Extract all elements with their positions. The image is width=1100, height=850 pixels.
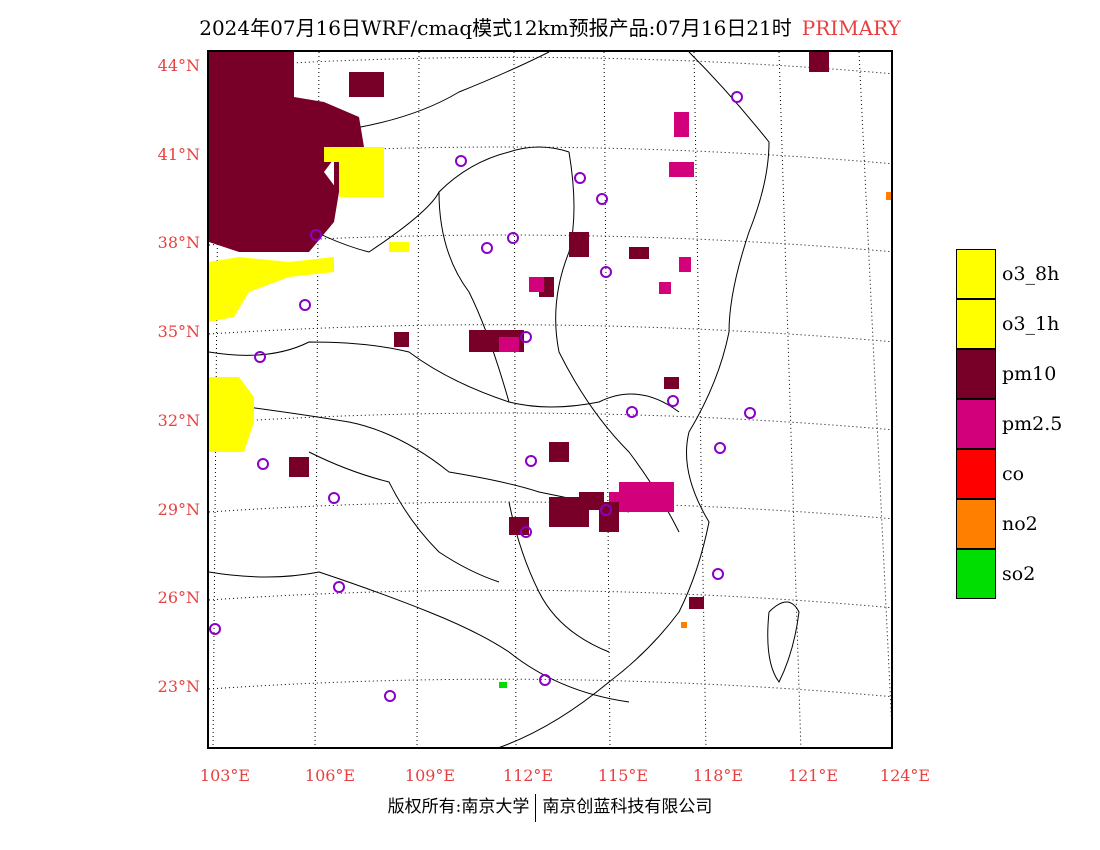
copyright-footer: 版权所有:南京大学 南京创蓝科技有限公司 — [0, 792, 1100, 822]
legend-swatch — [956, 549, 996, 599]
so2-point — [499, 682, 507, 688]
legend-label: no2 — [1002, 513, 1038, 535]
legend-label: o3_8h — [1002, 263, 1060, 285]
footer-divider — [535, 793, 537, 822]
lon-label: 118°E — [692, 766, 744, 785]
lat-label: 44°N — [157, 56, 200, 75]
legend-swatch — [956, 399, 996, 449]
legend-label: pm10 — [1002, 363, 1057, 385]
lon-label: 103°E — [199, 766, 251, 785]
lat-label: 35°N — [157, 322, 200, 341]
lon-label: 121°E — [787, 766, 839, 785]
footer-left: 版权所有:南京大学 — [387, 797, 530, 817]
lon-label: 112°E — [502, 766, 554, 785]
lat-label: 29°N — [157, 500, 200, 519]
title-tag: PRIMARY — [801, 16, 901, 40]
lon-label: 109°E — [404, 766, 456, 785]
title-main: 2024年07月16日WRF/cmaq模式12km预报产品:07月16日21时 — [199, 16, 792, 40]
o3-region — [209, 147, 409, 452]
pm10-region — [209, 52, 829, 609]
map-panel — [207, 50, 893, 749]
footer-right: 南京创蓝科技有限公司 — [542, 797, 713, 817]
map-title: 2024年07月16日WRF/cmaq模式12km预报产品:07月16日21时 P… — [0, 12, 1100, 41]
no2-point — [886, 192, 891, 200]
pm25-region — [499, 112, 694, 512]
province-borders — [209, 52, 800, 747]
legend-swatch — [956, 249, 996, 299]
lon-label: 115°E — [597, 766, 649, 785]
legend-label: co — [1002, 463, 1025, 485]
legend-swatch — [956, 449, 996, 499]
legend-label: pm2.5 — [1002, 413, 1063, 435]
lon-label: 106°E — [304, 766, 356, 785]
lat-label: 41°N — [157, 145, 200, 164]
lon-label: 124°E — [879, 766, 931, 785]
map-canvas — [209, 52, 891, 747]
no2-point — [681, 622, 687, 628]
lat-label: 23°N — [157, 677, 200, 696]
legend-swatch — [956, 349, 996, 399]
legend-label: o3_1h — [1002, 313, 1060, 335]
station-markers — [209, 91, 756, 702]
lat-label: 26°N — [157, 588, 200, 607]
lat-label: 38°N — [157, 233, 200, 252]
legend-label: so2 — [1002, 563, 1036, 585]
legend-swatch — [956, 499, 996, 549]
legend-swatch — [956, 299, 996, 349]
lat-label: 32°N — [157, 411, 200, 430]
